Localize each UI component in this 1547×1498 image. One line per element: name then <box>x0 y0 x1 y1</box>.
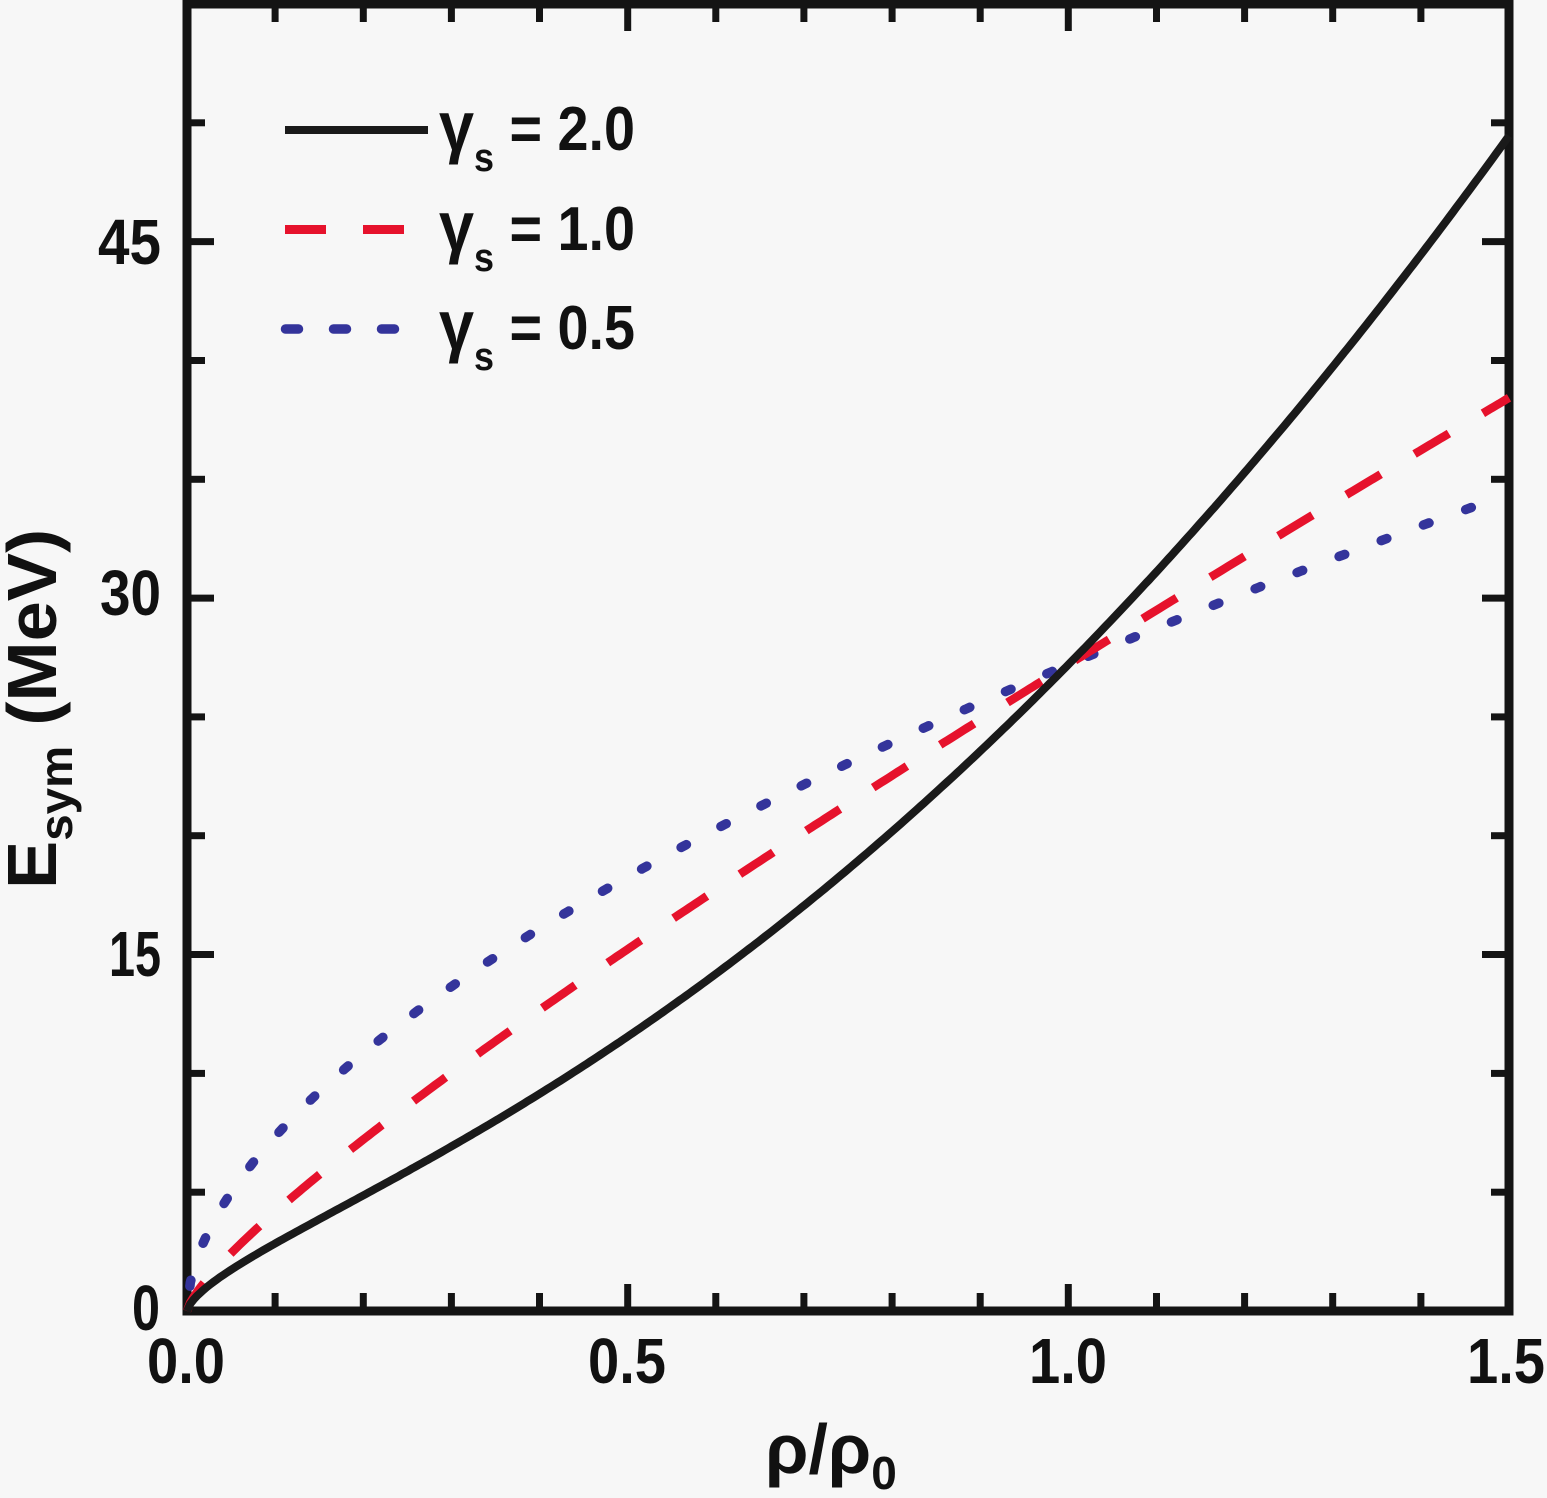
svg-text:ρ/ρ0: ρ/ρ0 <box>765 1410 897 1493</box>
svg-text:γs = 0.5: γs = 0.5 <box>439 286 635 379</box>
svg-text:1.0: 1.0 <box>1029 1325 1107 1397</box>
svg-text:γs = 2.0: γs = 2.0 <box>439 87 635 180</box>
svg-text:30: 30 <box>100 557 161 629</box>
svg-text:0.0: 0.0 <box>147 1325 225 1397</box>
svg-text:0.5: 0.5 <box>588 1325 666 1397</box>
svg-text:15: 15 <box>109 918 161 990</box>
svg-text:Esym (MeV): Esym (MeV) <box>0 529 82 889</box>
svg-text:0: 0 <box>132 1272 160 1344</box>
svg-text:45: 45 <box>98 206 161 278</box>
svg-text:γs = 1.0: γs = 1.0 <box>439 187 635 280</box>
svg-text:1.5: 1.5 <box>1467 1325 1545 1397</box>
